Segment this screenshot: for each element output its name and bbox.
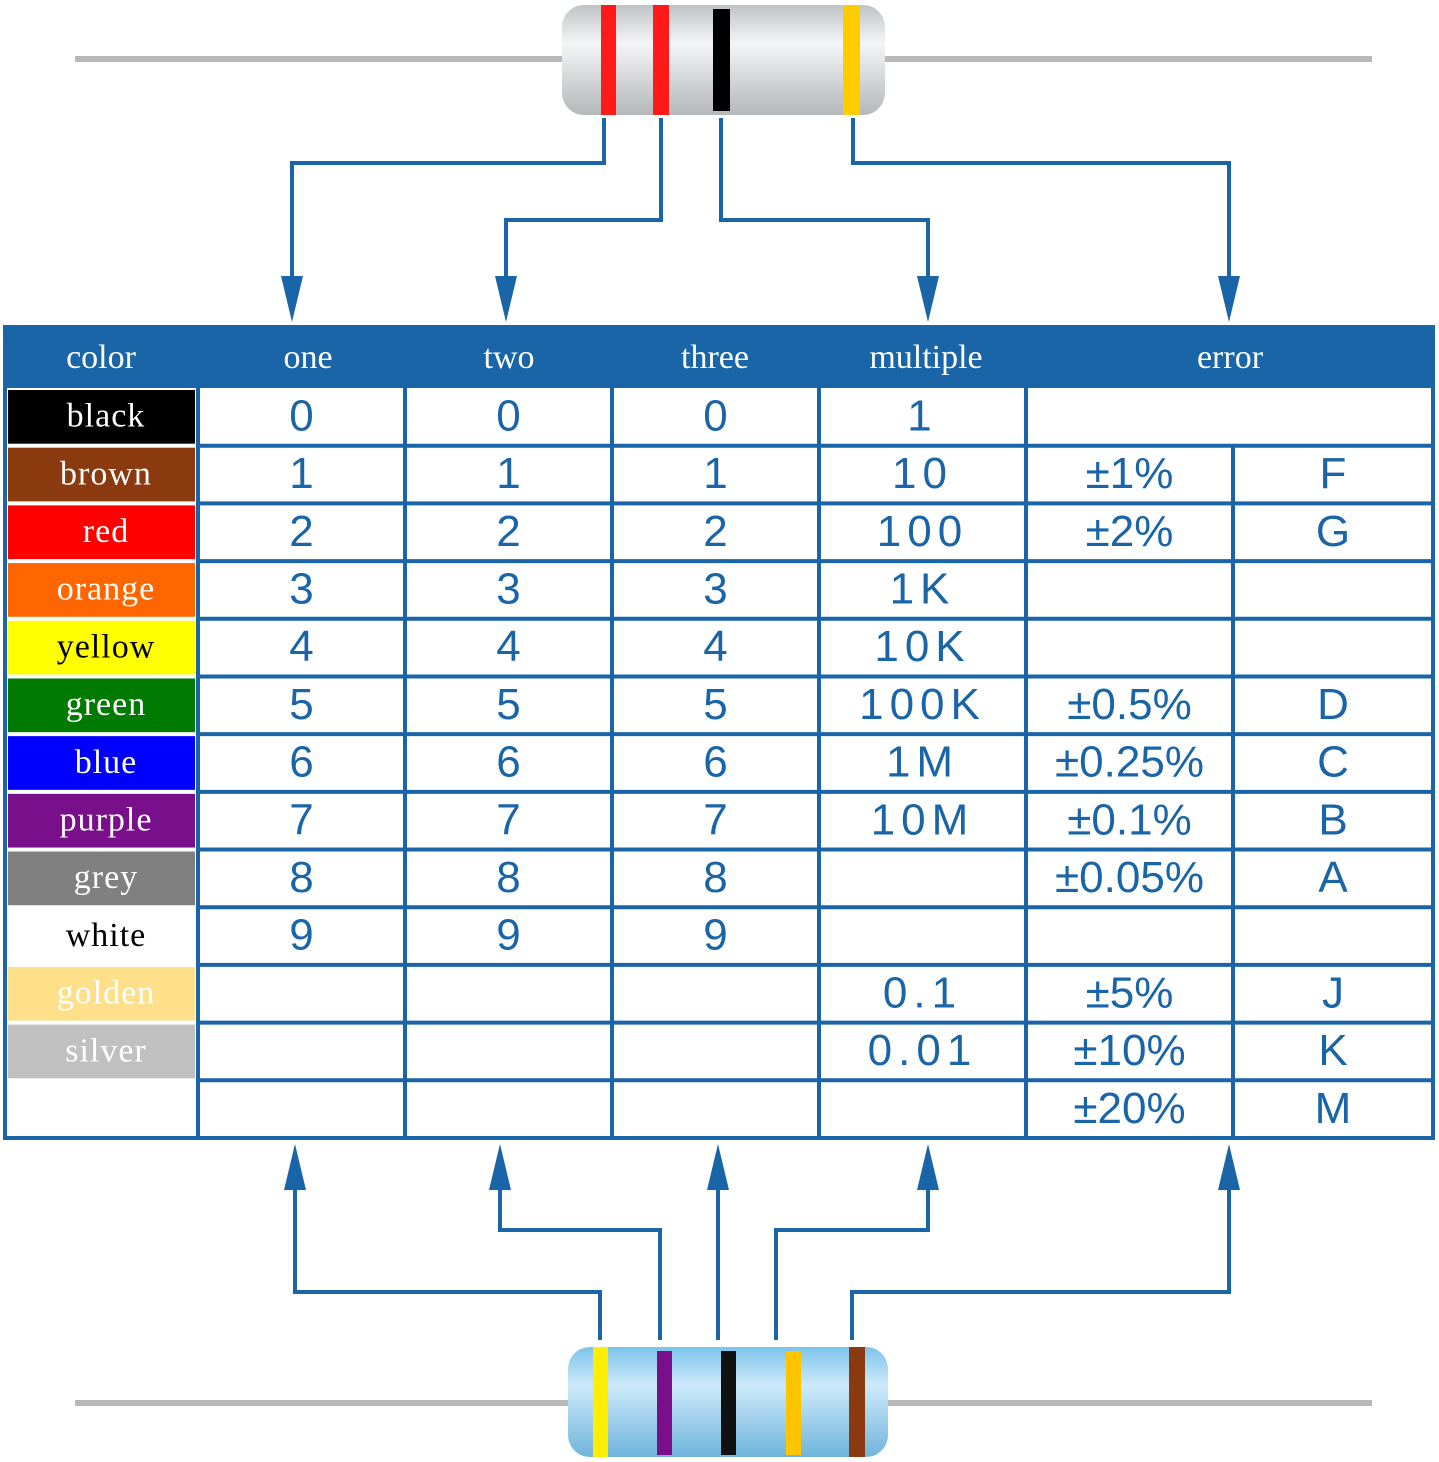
cell-three: 9: [703, 911, 727, 960]
color-swatch: [8, 447, 195, 502]
cell-one: 1: [289, 449, 313, 498]
cell-code: F: [1320, 449, 1347, 498]
cell-one: 9: [289, 911, 313, 960]
color-swatch: [8, 851, 195, 906]
table-border: [3, 325, 1435, 1140]
color-name: red: [83, 513, 129, 550]
cell-two: 6: [496, 738, 520, 787]
header-cell: multiple: [869, 339, 982, 376]
cell-code: J: [1322, 968, 1344, 1017]
resistor-bottom: [75, 1347, 1372, 1457]
color-name: purple: [60, 801, 153, 838]
cell-one: 0: [289, 391, 313, 440]
cell-two: 9: [496, 911, 520, 960]
cell-multiple: 1M: [886, 738, 959, 787]
header-cell: two: [484, 339, 535, 376]
cell-code: M: [1315, 1084, 1352, 1133]
color-swatch: [8, 909, 195, 963]
color-swatch: [8, 736, 195, 790]
cell-two: 3: [496, 565, 520, 614]
cell-tolerance: ±5%: [1086, 968, 1174, 1017]
cell-multiple: 10: [892, 449, 953, 498]
cell-tolerance: ±0.25%: [1055, 738, 1204, 787]
cell-multiple: 0.1: [883, 968, 962, 1017]
cell-multiple: 1: [907, 391, 937, 440]
color-swatch: [8, 966, 195, 1021]
cell-code: D: [1317, 680, 1349, 729]
table: color one two three multiple error black 0 0 0 1 br…: [3, 325, 1435, 1140]
cell-tolerance: ±10%: [1073, 1026, 1185, 1075]
cell-multiple: 0.01: [868, 1026, 978, 1075]
cell-three: 2: [703, 507, 727, 556]
arrows: [290, 118, 1231, 1340]
resistor-top: [75, 5, 1372, 115]
cell-two: 0: [496, 391, 520, 440]
color-name: orange: [57, 571, 156, 608]
cell-three: 4: [703, 622, 727, 671]
color-name: green: [66, 686, 147, 723]
header-cell: one: [283, 339, 332, 376]
cell-tolerance: ±20%: [1073, 1084, 1185, 1133]
color-name: white: [66, 917, 147, 954]
color-name: grey: [74, 859, 138, 896]
cell-code: K: [1318, 1026, 1347, 1075]
cell-one: 8: [289, 853, 313, 902]
cell-three: 0: [703, 391, 727, 440]
cell-multiple: 10K: [874, 622, 970, 671]
cell-one: 5: [289, 680, 313, 729]
color-swatch: [8, 620, 195, 675]
cell-one: 4: [289, 622, 313, 671]
cell-three: 6: [703, 738, 727, 787]
cell-two: 2: [496, 507, 520, 556]
color-name: golden: [57, 975, 156, 1012]
cell-one: 2: [289, 507, 313, 556]
cell-tolerance: ±0.1%: [1067, 795, 1191, 844]
cell-one: 6: [289, 738, 313, 787]
header-cell: error: [1197, 339, 1264, 376]
cell-three: 7: [703, 795, 727, 844]
header-cell: color: [66, 339, 137, 376]
color-name: brown: [60, 455, 152, 492]
cell-multiple: 1K: [890, 565, 956, 614]
color-name: blue: [75, 744, 138, 781]
arrowheads: [281, 276, 1240, 1190]
header-cell: three: [681, 339, 749, 376]
cell-two: 7: [496, 795, 520, 844]
cell-two: 1: [496, 449, 520, 498]
cell-three: 1: [703, 449, 727, 498]
cell-tolerance: ±0.5%: [1067, 680, 1191, 729]
color-swatch: [8, 505, 195, 560]
color-swatch: [8, 563, 195, 617]
header-band: [5, 327, 1433, 388]
color-name: silver: [65, 1032, 147, 1069]
cell-multiple: 100: [877, 507, 968, 556]
cell-three: 8: [703, 853, 727, 902]
cell-two: 5: [496, 680, 520, 729]
color-swatch: [8, 390, 195, 444]
cell-code: G: [1316, 507, 1350, 556]
cell-code: B: [1318, 795, 1347, 844]
color-name: black: [67, 398, 146, 435]
color-swatch: [8, 1024, 195, 1079]
cell-code: C: [1317, 738, 1349, 787]
cell-tolerance: ±1%: [1086, 449, 1174, 498]
color-swatch: [8, 678, 195, 733]
cell-tolerance: ±0.05%: [1055, 853, 1204, 902]
cell-tolerance: ±2%: [1086, 507, 1174, 556]
cell-one: 7: [289, 795, 313, 844]
cell-three: 5: [703, 680, 727, 729]
cell-one: 3: [289, 565, 313, 614]
cell-multiple: 100K: [859, 680, 986, 729]
cell-multiple: 10M: [871, 795, 975, 844]
cell-two: 8: [496, 853, 520, 902]
cell-three: 3: [703, 565, 727, 614]
color-swatch: [8, 793, 195, 848]
cell-two: 4: [496, 622, 520, 671]
color-name: yellow: [57, 628, 156, 665]
cell-code: A: [1318, 853, 1348, 902]
